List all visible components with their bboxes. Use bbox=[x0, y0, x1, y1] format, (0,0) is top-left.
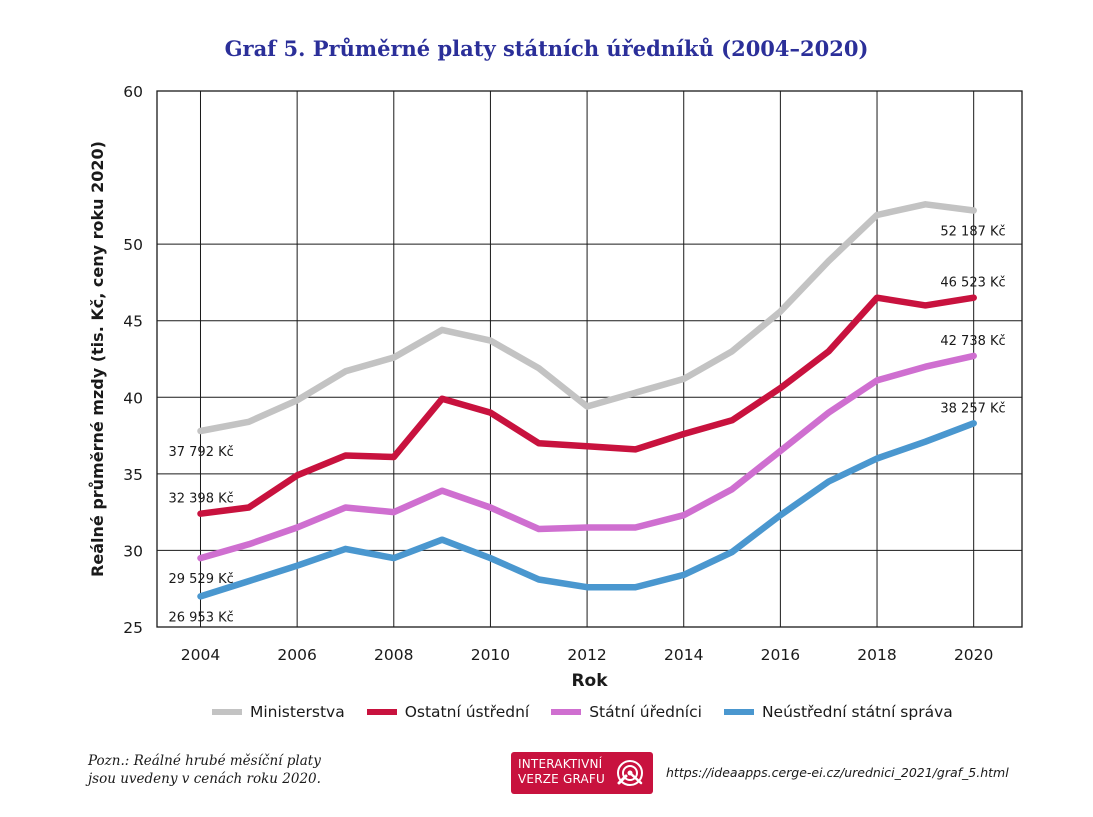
data-label: 52 187 Kč bbox=[940, 224, 1005, 239]
series-line-3 bbox=[197, 420, 977, 600]
y-axis-title: Reálné průměrné mzdy (tis. Kč, ceny roku… bbox=[88, 141, 107, 577]
legend-item-statni-urednici[interactable]: Státní úředníci bbox=[551, 703, 702, 721]
source-link[interactable]: https://ideaapps.cerge-ei.cz/urednici_20… bbox=[666, 765, 1009, 780]
target-arrow-icon bbox=[617, 760, 643, 786]
data-label: 37 792 Kč bbox=[168, 445, 233, 460]
data-label: 38 257 Kč bbox=[940, 401, 1005, 416]
y-tick-label: 50 bbox=[123, 236, 143, 254]
badge-text: INTERAKTIVNÍ VERZE GRAFU bbox=[518, 757, 605, 787]
legend-label: Ministerstva bbox=[250, 703, 345, 721]
legend-item-ministerstva[interactable]: Ministerstva bbox=[212, 703, 345, 721]
series-lines bbox=[197, 201, 977, 600]
axes: 25 30 35 40 45 50 60 2004 2006 2008 2010 2012 2014 20… bbox=[88, 83, 1023, 691]
legend-label: Ostatní ústřední bbox=[404, 703, 530, 721]
legend-label: Státní úředníci bbox=[589, 703, 702, 721]
footnote-line: Pozn.: Reálné hrubé měsíční platy bbox=[88, 753, 321, 769]
x-tick-label: 2010 bbox=[471, 646, 510, 664]
series-line-2 bbox=[197, 352, 977, 562]
plot-frame bbox=[156, 90, 1023, 628]
legend-label: Neústřední státní správa bbox=[761, 703, 953, 721]
chart-title: Graf 5. Průměrné platy státních úředníků… bbox=[224, 36, 869, 61]
y-tick-label: 40 bbox=[123, 389, 143, 407]
data-label: 32 398 Kč bbox=[168, 492, 233, 507]
x-tick-label: 2008 bbox=[374, 646, 413, 664]
series-line-1 bbox=[197, 294, 977, 517]
grid bbox=[157, 90, 1022, 628]
data-label: 42 738 Kč bbox=[940, 334, 1005, 349]
data-label: 46 523 Kč bbox=[940, 276, 1005, 291]
data-labels: 37 792 Kč 52 187 Kč 32 398 Kč 46 523 Kč 29 5… bbox=[168, 224, 1005, 625]
x-axis-title: Rok bbox=[571, 671, 608, 691]
legend-swatch bbox=[723, 709, 754, 715]
legend-swatch bbox=[366, 709, 397, 715]
x-tick-label: 2006 bbox=[277, 646, 316, 664]
legend-swatch bbox=[212, 709, 242, 715]
legend-item-ostatni-ustredni[interactable]: Ostatní ústřední bbox=[366, 703, 530, 721]
y-tick-label: 45 bbox=[123, 313, 143, 331]
legend-item-neustredni-statni-sprava[interactable]: Neústřední státní správa bbox=[723, 703, 953, 721]
legend-swatch bbox=[551, 709, 582, 715]
x-tick-label: 2014 bbox=[664, 646, 703, 664]
series-line-0 bbox=[197, 201, 977, 435]
footnote-line: jsou uvedeny v cenách roku 2020. bbox=[88, 771, 321, 787]
data-label: 29 529 Kč bbox=[168, 572, 233, 587]
y-tick-label: 25 bbox=[123, 619, 143, 637]
y-tick-label: 35 bbox=[123, 466, 143, 484]
data-label: 26 953 Kč bbox=[168, 610, 233, 625]
x-tick-label: 2016 bbox=[761, 646, 800, 664]
x-tick-label: 2020 bbox=[954, 646, 993, 664]
x-tick-label: 2004 bbox=[181, 646, 220, 664]
legend: Ministerstva Ostatní ústřední Státní úře… bbox=[212, 703, 975, 721]
line-chart: 25 30 35 40 45 50 60 2004 2006 2008 2010 2012 2014 20… bbox=[88, 83, 1023, 691]
x-tick-label: 2012 bbox=[567, 646, 606, 664]
x-tick-label: 2018 bbox=[857, 646, 896, 664]
y-tick-label: 30 bbox=[123, 542, 143, 560]
y-tick-label: 60 bbox=[123, 83, 143, 101]
interactive-version-button[interactable]: INTERAKTIVNÍ VERZE GRAFU bbox=[511, 752, 653, 794]
badge-line: INTERAKTIVNÍ bbox=[518, 757, 603, 771]
badge-line: VERZE GRAFU bbox=[518, 772, 605, 786]
footnote: Pozn.: Reálné hrubé měsíční platy jsou u… bbox=[88, 752, 321, 788]
